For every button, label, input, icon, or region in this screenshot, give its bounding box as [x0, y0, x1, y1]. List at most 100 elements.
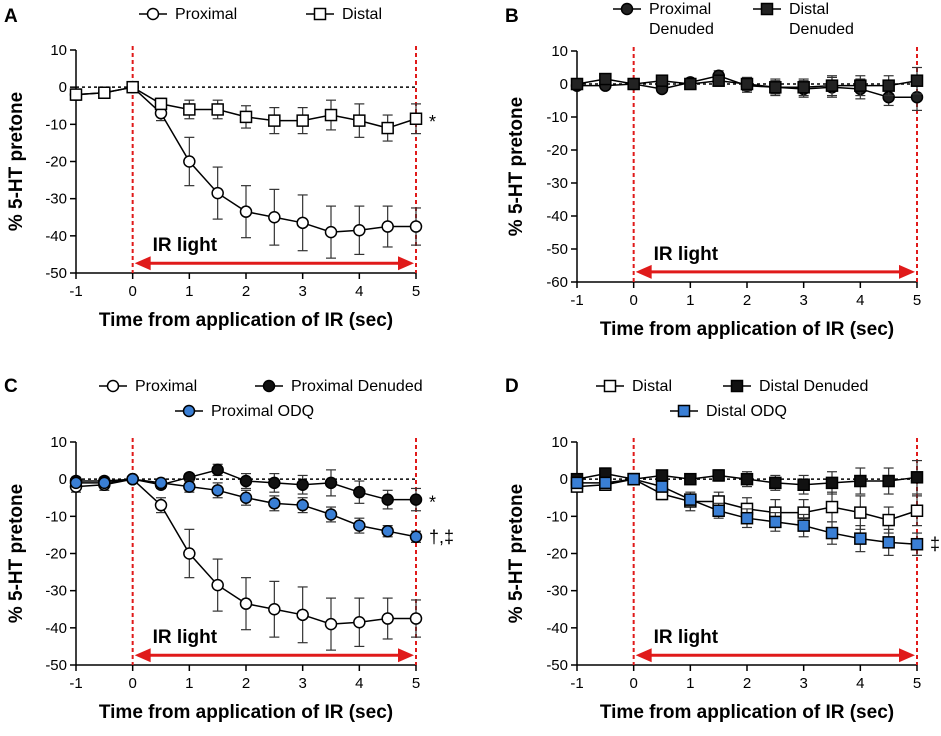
x-tick-label: 1 — [686, 292, 694, 309]
y-tick-label: -30 — [45, 583, 67, 600]
y-tick-label: -50 — [45, 657, 67, 674]
data-point — [381, 121, 394, 135]
legend-marker — [146, 7, 160, 21]
legend-label: Denuded — [789, 21, 854, 38]
data-point — [69, 476, 83, 490]
ir-arrow-head-right — [398, 648, 414, 663]
x-tick-label: 3 — [298, 283, 306, 300]
data-point — [655, 74, 669, 87]
ir-arrow-head-left — [635, 648, 652, 663]
y-tick-label: -10 — [546, 508, 568, 525]
data-point — [825, 500, 839, 514]
y-tick-label: 10 — [50, 42, 67, 59]
data-point — [740, 511, 754, 525]
data-point — [570, 476, 584, 490]
y-tick-label: -30 — [546, 583, 568, 600]
legend-label: Proximal — [175, 6, 237, 23]
ir-arrow-head-right — [398, 256, 414, 271]
legend-marker — [620, 2, 634, 16]
x-tick-label: 5 — [913, 675, 921, 692]
data-point — [183, 547, 196, 560]
y-tick-label: -10 — [546, 109, 568, 126]
panel-letter: D — [505, 376, 519, 397]
data-point — [797, 478, 810, 491]
x-tick-label: 1 — [185, 675, 193, 692]
data-point — [268, 497, 281, 510]
data-point — [239, 597, 253, 610]
y-tick-label: -20 — [45, 154, 67, 171]
y-tick-label: -60 — [546, 274, 568, 291]
y-tick-label: -20 — [546, 142, 568, 159]
data-point — [825, 476, 839, 490]
legend: Distal Distal Denuded Distal ODQ — [596, 378, 868, 420]
legend-marker — [730, 379, 744, 393]
data-point — [324, 476, 338, 490]
data-point — [353, 519, 366, 532]
data-point — [154, 498, 168, 512]
data-point — [769, 81, 782, 94]
data-point — [98, 476, 111, 490]
y-axis-title: % 5-HT pretone — [506, 97, 527, 236]
data-point — [239, 110, 253, 124]
legend-label: Proximal ODQ — [211, 403, 314, 420]
data-point — [183, 103, 196, 116]
x-tick-label: 1 — [686, 675, 694, 692]
x-axis-title: Time from application of IR (sec) — [99, 702, 393, 723]
data-point — [769, 515, 782, 529]
legend-marker — [677, 404, 691, 418]
legend-marker — [760, 2, 774, 16]
data-point — [239, 474, 253, 488]
ir-light-label: IR light — [153, 627, 218, 648]
legend-label: Denuded — [649, 21, 714, 38]
significance-mark: * — [429, 112, 436, 132]
ir-arrow-head-right — [899, 264, 915, 279]
panel-letter: C — [4, 376, 18, 397]
data-point — [882, 513, 895, 527]
data-point — [324, 617, 338, 631]
legend-label: Proximal Denuded — [291, 378, 423, 395]
data-point — [854, 506, 867, 519]
x-tick-label: 5 — [412, 283, 420, 300]
y-tick-label: -20 — [45, 546, 67, 563]
legend-label: Distal ODQ — [706, 403, 787, 420]
data-point — [268, 476, 281, 490]
x-tick-label: 0 — [128, 283, 136, 300]
x-axis-title: Time from application of IR (sec) — [99, 310, 393, 331]
x-axis-title: Time from application of IR (sec) — [600, 319, 894, 340]
significance-mark: ‡ — [930, 534, 940, 554]
data-point — [98, 86, 111, 99]
x-axis-title: Time from application of IR (sec) — [600, 702, 894, 723]
data-point — [409, 493, 423, 506]
data-point — [712, 74, 725, 87]
data-point — [296, 498, 309, 512]
data-point — [353, 114, 366, 127]
y-tick-label: -10 — [45, 508, 67, 525]
data-point — [183, 155, 196, 168]
data-point — [211, 186, 224, 200]
x-tick-label: -1 — [570, 675, 583, 692]
data-point — [154, 97, 168, 111]
legend: Proximal Denuded Distal Denuded — [613, 1, 854, 38]
data-point — [183, 480, 196, 493]
data-point — [268, 211, 281, 224]
data-point — [910, 537, 924, 551]
data-point — [854, 79, 867, 92]
y-tick-label: -10 — [45, 116, 67, 133]
data-point — [627, 77, 640, 91]
y-tick-label: -30 — [546, 175, 568, 192]
ir-arrow-head-left — [635, 264, 652, 279]
data-point — [409, 112, 423, 126]
x-tick-label: 3 — [799, 292, 807, 309]
legend: Proximal Distal — [139, 6, 382, 23]
series-distal-denuded — [570, 66, 924, 97]
legend-label: Distal — [632, 378, 672, 395]
data-point — [126, 472, 139, 486]
data-point — [599, 72, 612, 86]
y-tick-label: 0 — [59, 471, 67, 488]
legend-label: Proximal — [649, 1, 711, 18]
data-point — [268, 603, 281, 616]
data-point — [211, 103, 224, 116]
